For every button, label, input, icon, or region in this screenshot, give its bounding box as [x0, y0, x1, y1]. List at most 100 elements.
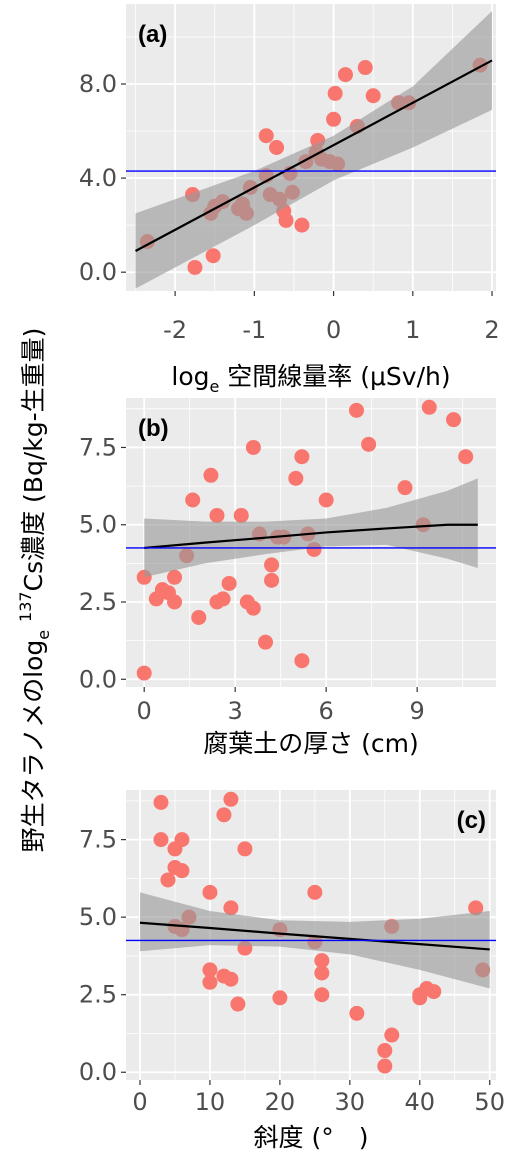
data-point — [167, 594, 183, 610]
x-tick-label: 0 — [326, 316, 341, 344]
data-point — [377, 1058, 393, 1074]
regression-line — [134, 59, 493, 252]
data-point — [203, 467, 219, 483]
data-point — [361, 436, 377, 452]
data-point — [288, 470, 304, 486]
x-axis-title: loge 空間線量率 (μSv/h) — [171, 362, 450, 396]
x-tick-label: 0 — [137, 697, 152, 725]
data-point — [384, 1027, 400, 1043]
data-point — [174, 832, 190, 848]
x-tick-label: 9 — [410, 697, 425, 725]
data-point — [258, 128, 274, 144]
y-title-post: Cs濃度 (Bq/kg-生重量) — [19, 328, 48, 592]
data-point — [185, 492, 201, 508]
data-point — [209, 507, 225, 523]
x-tick-label: 1 — [405, 316, 420, 344]
data-point — [314, 953, 330, 969]
data-point — [264, 572, 280, 588]
data-point — [377, 1043, 393, 1059]
data-point — [348, 402, 364, 418]
data-point — [136, 665, 152, 681]
data-point — [230, 996, 246, 1012]
data-point — [221, 575, 237, 591]
y-tick-label: 0.0 — [79, 258, 117, 286]
data-point — [167, 569, 183, 585]
data-point — [237, 841, 253, 857]
panel-label: (b) — [138, 415, 169, 442]
x-title-pre: 斜度 (° ) — [254, 1123, 369, 1152]
panel-c: (c) 0 10 20 30 40 50 0.0 2.5 5.0 7.5 斜度 (° ) — [79, 790, 505, 1152]
data-point — [349, 1005, 365, 1021]
data-point — [397, 480, 413, 496]
data-point — [357, 60, 373, 76]
data-point — [223, 791, 239, 807]
data-point — [446, 412, 462, 428]
x-tick-label: -1 — [242, 316, 266, 344]
data-point — [294, 653, 310, 669]
x-title-post: 空間線量率 (μSv/h) — [219, 362, 450, 391]
y-tick-label: 5.0 — [79, 903, 117, 931]
data-point — [314, 965, 330, 981]
panel-b: (b) 0 3 6 9 0.0 2.5 5.0 7.5 腐葉土の厚さ (cm) — [79, 398, 496, 758]
data-point — [294, 449, 310, 465]
data-point — [153, 794, 169, 810]
y-title-sup: 137 — [16, 591, 35, 622]
plot-area — [126, 399, 496, 681]
y-tick-label: 7.5 — [79, 826, 117, 854]
data-point — [326, 111, 342, 127]
x-tick-label: 50 — [474, 1088, 505, 1116]
data-point — [327, 85, 343, 101]
regression-line — [144, 523, 478, 550]
y-tick-label: 5.0 — [79, 511, 117, 539]
y-tick-label: 0.0 — [79, 1058, 117, 1086]
x-axis-title: 腐葉土の厚さ (cm) — [203, 729, 419, 758]
data-point — [191, 609, 207, 625]
panel-label: (a) — [138, 21, 167, 48]
y-tick-label: 2.5 — [79, 588, 117, 616]
x-title-pre: log — [171, 362, 209, 391]
y-title-sub: e — [34, 630, 53, 640]
data-point — [174, 863, 190, 879]
data-point — [202, 884, 218, 900]
data-point — [307, 884, 323, 900]
plot-area — [126, 791, 496, 1074]
x-tick-label: 3 — [228, 697, 243, 725]
x-tick-label: 0 — [132, 1088, 147, 1116]
confidence-band — [135, 11, 493, 289]
data-point — [421, 399, 437, 415]
data-point — [278, 212, 294, 228]
x-tick-label: 2 — [484, 316, 499, 344]
data-point — [294, 217, 310, 233]
data-point — [426, 984, 442, 1000]
x-tick-label: 20 — [265, 1088, 296, 1116]
y-tick-label: 7.5 — [79, 433, 117, 461]
data-point — [160, 872, 176, 888]
y-title-pre: 野生タラノメのlog — [19, 640, 48, 853]
y-tick-label: 0.0 — [79, 665, 117, 693]
shared-y-axis-title: 野生タラノメのloge 137Cs濃度 (Bq/kg-生重量) — [16, 328, 53, 853]
x-tick-label: 30 — [335, 1088, 366, 1116]
data-point — [272, 990, 288, 1006]
data-point — [264, 557, 280, 573]
x-tick-label: -2 — [163, 316, 187, 344]
data-point — [223, 971, 239, 987]
data-point — [337, 67, 353, 83]
x-axis-title: 斜度 (° ) — [254, 1123, 369, 1152]
data-point — [365, 88, 381, 104]
data-point — [245, 600, 261, 616]
x-tick-label: 6 — [319, 697, 334, 725]
data-point — [202, 974, 218, 990]
data-point — [223, 900, 239, 916]
plot-area — [126, 11, 496, 289]
confidence-band — [144, 478, 478, 578]
data-point — [205, 248, 221, 264]
data-point — [215, 591, 231, 607]
data-point — [202, 962, 218, 978]
data-point — [468, 900, 484, 916]
data-point — [314, 987, 330, 1003]
data-point — [269, 140, 285, 155]
x-tick-label: 40 — [404, 1088, 435, 1116]
data-point — [318, 492, 334, 508]
x-tick-label: 10 — [195, 1088, 226, 1116]
